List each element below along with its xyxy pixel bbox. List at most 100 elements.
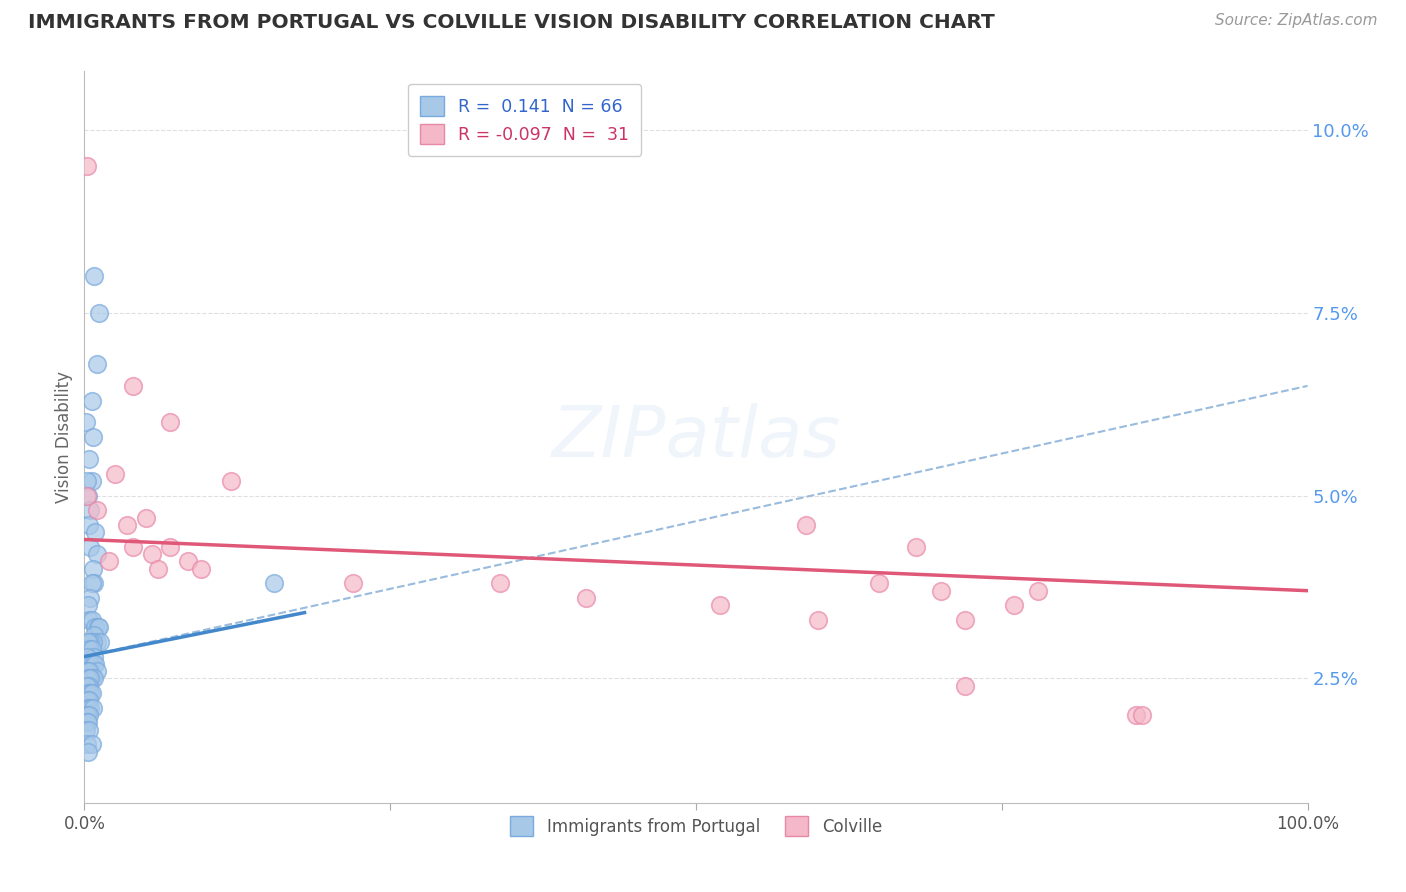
Text: ZIPatlas: ZIPatlas bbox=[551, 402, 841, 472]
Point bbox=[77, 642, 100, 657]
Point bbox=[79, 540, 101, 554]
Point bbox=[82, 562, 104, 576]
Text: Source: ZipAtlas.com: Source: ZipAtlas.com bbox=[1215, 13, 1378, 29]
Point bbox=[807, 613, 830, 627]
Point bbox=[79, 503, 101, 517]
Point bbox=[86, 357, 108, 371]
Point bbox=[86, 547, 108, 561]
Point bbox=[77, 452, 100, 467]
Y-axis label: Vision Disability: Vision Disability bbox=[55, 371, 73, 503]
Point bbox=[869, 576, 891, 591]
Point bbox=[77, 672, 100, 686]
Point bbox=[80, 474, 103, 488]
Point bbox=[83, 627, 105, 641]
Point bbox=[953, 613, 976, 627]
Point bbox=[159, 540, 181, 554]
Point bbox=[77, 723, 100, 737]
Point bbox=[77, 635, 100, 649]
Point bbox=[80, 642, 103, 657]
Point bbox=[83, 672, 105, 686]
Point bbox=[177, 554, 200, 568]
Point bbox=[77, 679, 100, 693]
Point bbox=[709, 599, 731, 613]
Point bbox=[82, 657, 104, 671]
Point bbox=[77, 686, 100, 700]
Point bbox=[84, 620, 107, 634]
Point bbox=[87, 306, 110, 320]
Point bbox=[77, 599, 100, 613]
Point bbox=[80, 576, 103, 591]
Point bbox=[1002, 599, 1025, 613]
Point bbox=[489, 576, 512, 591]
Point bbox=[76, 693, 98, 707]
Point bbox=[80, 737, 103, 751]
Point bbox=[80, 672, 103, 686]
Legend: Immigrants from Portugal, Colville: Immigrants from Portugal, Colville bbox=[501, 806, 891, 846]
Point bbox=[75, 416, 97, 430]
Point bbox=[77, 517, 100, 532]
Point bbox=[77, 708, 100, 723]
Point bbox=[159, 416, 181, 430]
Point bbox=[97, 554, 120, 568]
Point bbox=[86, 503, 108, 517]
Point bbox=[79, 635, 101, 649]
Point bbox=[905, 540, 928, 554]
Point bbox=[77, 745, 100, 759]
Point bbox=[146, 562, 169, 576]
Point bbox=[84, 525, 107, 540]
Point bbox=[77, 664, 100, 678]
Point bbox=[86, 635, 108, 649]
Point bbox=[76, 708, 98, 723]
Point bbox=[84, 657, 107, 671]
Point bbox=[1132, 708, 1154, 723]
Point bbox=[80, 686, 103, 700]
Point bbox=[953, 679, 976, 693]
Point bbox=[135, 510, 157, 524]
Point bbox=[190, 562, 212, 576]
Point bbox=[82, 430, 104, 444]
Point bbox=[219, 474, 242, 488]
Point bbox=[263, 576, 285, 591]
Point bbox=[76, 664, 98, 678]
Point bbox=[77, 489, 100, 503]
Point bbox=[86, 664, 108, 678]
Point bbox=[76, 715, 98, 730]
Point bbox=[104, 467, 127, 481]
Point bbox=[1028, 583, 1050, 598]
Point bbox=[76, 737, 98, 751]
Point bbox=[115, 517, 138, 532]
Point bbox=[76, 679, 98, 693]
Point bbox=[79, 657, 101, 671]
Point bbox=[87, 620, 110, 634]
Point bbox=[76, 489, 98, 503]
Text: IMMIGRANTS FROM PORTUGAL VS COLVILLE VISION DISABILITY CORRELATION CHART: IMMIGRANTS FROM PORTUGAL VS COLVILLE VIS… bbox=[28, 13, 995, 32]
Point bbox=[575, 591, 598, 605]
Point bbox=[80, 393, 103, 408]
Point bbox=[794, 517, 817, 532]
Point bbox=[929, 583, 952, 598]
Point bbox=[83, 269, 105, 284]
Point bbox=[82, 635, 104, 649]
Point bbox=[77, 657, 100, 671]
Point bbox=[75, 723, 97, 737]
Point bbox=[1125, 708, 1147, 723]
Point bbox=[77, 693, 100, 707]
Point bbox=[80, 613, 103, 627]
Point bbox=[83, 576, 105, 591]
Point bbox=[87, 620, 110, 634]
Point bbox=[76, 474, 98, 488]
Point bbox=[89, 635, 111, 649]
Point bbox=[77, 700, 100, 714]
Point bbox=[82, 700, 104, 714]
Point bbox=[77, 715, 100, 730]
Point bbox=[342, 576, 364, 591]
Point bbox=[77, 613, 100, 627]
Point bbox=[141, 547, 163, 561]
Point bbox=[76, 649, 98, 664]
Point bbox=[76, 160, 98, 174]
Point bbox=[122, 540, 145, 554]
Point bbox=[79, 686, 101, 700]
Point bbox=[79, 672, 101, 686]
Point bbox=[122, 379, 145, 393]
Point bbox=[79, 700, 101, 714]
